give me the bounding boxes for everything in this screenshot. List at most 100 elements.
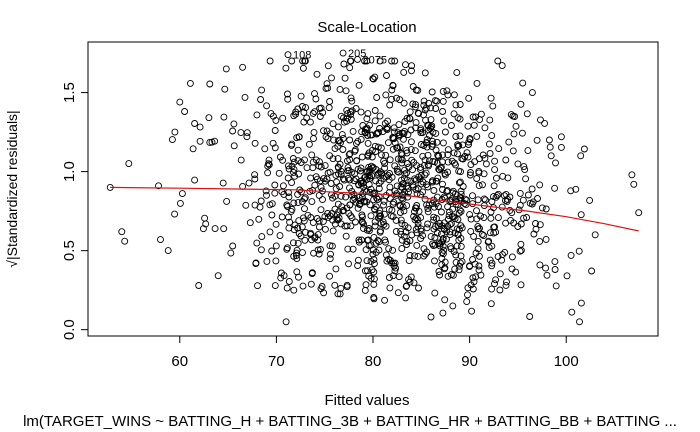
data-point <box>391 267 399 275</box>
data-point <box>421 195 429 203</box>
data-point <box>313 70 321 78</box>
data-point <box>266 57 274 65</box>
data-point <box>385 176 393 184</box>
data-point <box>435 165 443 173</box>
data-point <box>384 171 392 179</box>
data-point <box>358 153 366 161</box>
data-point <box>424 151 432 159</box>
data-point <box>381 119 389 127</box>
data-point <box>467 215 475 223</box>
data-point <box>348 214 356 222</box>
data-point <box>411 147 419 155</box>
data-point <box>552 159 559 167</box>
data-point <box>371 117 379 125</box>
data-point <box>319 217 327 225</box>
data-point <box>334 123 342 131</box>
data-point <box>452 251 460 259</box>
data-point <box>118 228 126 236</box>
data-point <box>363 168 371 176</box>
data-point <box>399 191 407 198</box>
data-point <box>266 228 274 236</box>
data-point <box>343 222 351 230</box>
data-point <box>309 219 317 227</box>
data-point <box>456 132 464 140</box>
data-point <box>390 124 398 132</box>
data-point <box>473 207 480 215</box>
data-point <box>205 114 213 122</box>
data-point <box>427 116 435 124</box>
data-point <box>334 200 342 208</box>
data-point <box>291 172 299 180</box>
data-point <box>340 176 348 184</box>
data-point <box>196 137 204 145</box>
data-point <box>376 57 384 65</box>
data-point <box>176 98 184 106</box>
data-point <box>424 205 432 212</box>
data-points <box>106 57 643 326</box>
data-point <box>316 177 324 185</box>
data-point <box>429 140 437 148</box>
data-point <box>408 231 416 239</box>
data-point <box>329 155 337 163</box>
data-point <box>417 227 425 235</box>
data-point <box>355 181 363 189</box>
data-point <box>572 185 580 193</box>
data-point <box>491 157 499 165</box>
data-point <box>435 203 442 210</box>
data-point <box>404 131 412 139</box>
data-point <box>348 107 356 115</box>
data-point <box>344 167 352 175</box>
data-point <box>254 282 261 290</box>
data-point <box>522 175 530 183</box>
data-point <box>534 195 541 202</box>
data-point <box>568 308 576 316</box>
data-point <box>284 162 292 170</box>
data-point <box>339 206 347 214</box>
data-point <box>295 133 303 141</box>
data-point <box>417 125 425 133</box>
data-point <box>375 179 383 187</box>
data-point <box>420 245 428 253</box>
data-point <box>452 258 460 266</box>
data-point <box>496 270 504 278</box>
data-point <box>551 184 559 192</box>
data-point <box>295 273 302 281</box>
data-point <box>491 166 499 174</box>
data-point <box>406 108 414 116</box>
data-point <box>370 260 378 268</box>
data-point <box>289 155 297 162</box>
data-point <box>297 188 305 196</box>
data-point <box>290 158 298 166</box>
data-point <box>430 242 437 250</box>
data-point <box>176 199 184 207</box>
data-point <box>268 211 276 219</box>
data-point <box>474 237 482 245</box>
data-point <box>435 152 443 160</box>
data-point <box>400 207 408 215</box>
data-point <box>341 74 349 82</box>
data-point <box>354 204 362 212</box>
data-point <box>220 225 228 233</box>
data-point <box>264 169 272 177</box>
data-point <box>388 86 396 94</box>
data-point <box>514 160 522 168</box>
data-point <box>284 174 292 182</box>
data-point <box>237 156 245 164</box>
data-point <box>288 57 296 65</box>
data-point <box>268 200 276 208</box>
data-point <box>199 225 207 233</box>
y-axis-label: √|Standardized residuals| <box>4 110 20 267</box>
data-point <box>635 209 643 217</box>
data-point <box>567 251 575 259</box>
data-point <box>279 182 287 190</box>
data-point <box>351 194 359 202</box>
data-point <box>528 185 536 193</box>
data-point <box>444 151 452 159</box>
data-point <box>551 258 559 266</box>
data-point <box>542 205 550 213</box>
data-point <box>454 141 462 149</box>
data-point <box>563 272 571 280</box>
data-point <box>356 200 364 208</box>
data-point <box>450 110 458 118</box>
data-point <box>510 219 518 227</box>
